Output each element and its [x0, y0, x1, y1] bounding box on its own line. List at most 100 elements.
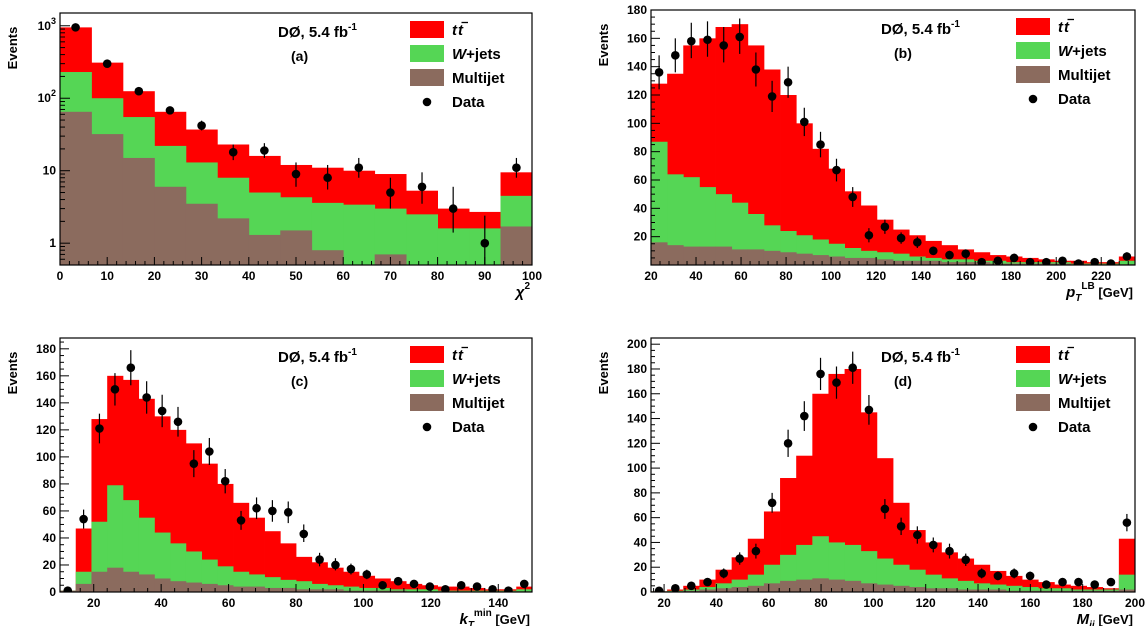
multijet-bar: [763, 250, 781, 265]
data-point: [1106, 577, 1116, 587]
data-point: [79, 514, 88, 524]
data-point: [703, 577, 712, 587]
ttbar-bar: [217, 483, 234, 592]
y-axis-label: Events: [5, 352, 20, 395]
wjets-bar: [516, 589, 532, 592]
y-tick-label: 103: [38, 16, 56, 33]
multijet-bar: [651, 242, 668, 265]
x-tick-label: 160: [956, 269, 976, 283]
legend-marker: [1028, 94, 1038, 104]
y-tick-text: 100: [627, 461, 647, 475]
legend-w-italic: W: [452, 371, 468, 388]
y-tick-exponent: 3: [51, 16, 56, 26]
wjets-bar: [973, 583, 991, 592]
x-tick-label: 20: [87, 596, 101, 610]
ttbar-bar: [763, 69, 781, 265]
y-tick-label: 60: [634, 173, 648, 187]
multijet-bar: [989, 589, 1007, 592]
legend-label: tt: [452, 347, 464, 364]
data-point: [961, 249, 971, 258]
plot-area: [651, 351, 1135, 592]
ttbar-bar: [860, 412, 878, 592]
multijet-bar: [343, 590, 360, 592]
x-tick-label: 120: [916, 596, 936, 610]
panel-label: (d): [894, 373, 912, 389]
legend-label: Multijet: [452, 395, 505, 412]
multijet-bar: [973, 589, 991, 592]
x-tick-label: 60: [734, 269, 748, 283]
data-point: [832, 165, 841, 175]
data-point: [654, 68, 664, 77]
y-tick-label: 180: [627, 362, 647, 376]
experiment-label: DØ, 5.4 fb-1: [278, 347, 357, 366]
data-point: [816, 369, 825, 379]
x-tick-label: 60: [337, 269, 351, 283]
data-point: [848, 363, 858, 373]
x-tick-label: 200: [1125, 596, 1145, 610]
x-tick-label: 70: [384, 269, 398, 283]
legend-t1: t: [1058, 19, 1064, 36]
multijet-bar: [925, 260, 942, 265]
data-point: [315, 555, 324, 564]
multijet-bar: [75, 583, 92, 592]
multijet-bar: [107, 567, 124, 592]
x-tick-label: 40: [689, 269, 703, 283]
x-tick-label: 20: [657, 596, 671, 610]
legend-swatch: [1016, 370, 1050, 387]
x-tick-label: 40: [710, 596, 724, 610]
data-point: [671, 51, 680, 60]
x-axis-superscript: 2: [524, 281, 530, 292]
legend-label: tt: [1058, 347, 1070, 364]
panel-label: (b): [894, 45, 912, 61]
data-point: [205, 447, 214, 456]
wjets-bar: [812, 536, 829, 592]
y-axis-label: Events: [5, 27, 20, 70]
legend-ttbar: tt: [410, 346, 468, 364]
chart-panel-a: 0 10 20 30 40 50 60 70 80 90 100110102103Eventsχ2D…: [5, 12, 542, 301]
x-tick-label: 120: [866, 269, 886, 283]
data-point: [735, 32, 744, 42]
wjets-bar: [699, 187, 716, 265]
y-tick-text: 140: [627, 60, 647, 74]
multijet-bar: [796, 253, 813, 265]
data-point: [126, 363, 136, 373]
data-point: [945, 250, 954, 260]
legend-w-rest: +jets: [1072, 43, 1107, 60]
y-tick-text: 60: [634, 511, 648, 525]
x-axis-subscript: T: [468, 620, 475, 626]
multijet-bar: [715, 246, 733, 265]
legend-wjets: W+jets: [1016, 370, 1107, 388]
y-tick-text: 140: [627, 412, 647, 426]
legend-label: Data: [1058, 91, 1091, 108]
data-point: [1090, 580, 1100, 589]
multijet-bar: [860, 257, 878, 265]
multijet-bar: [233, 586, 250, 592]
multijet-bar: [1005, 263, 1023, 265]
multijet-bar: [122, 571, 140, 592]
y-tick-label: 180: [627, 3, 647, 17]
data-point: [512, 163, 521, 173]
legend-label: Data: [452, 419, 485, 436]
data-point: [378, 580, 387, 590]
data-point: [323, 173, 332, 183]
y-tick-text: 180: [36, 342, 56, 356]
multijet-bar: [248, 234, 281, 265]
multijet-bar: [893, 260, 910, 265]
ttbar-bar: [747, 45, 765, 265]
legend-ttbar: tt: [1016, 346, 1074, 364]
legend-data: Data: [422, 419, 485, 436]
y-tick-label: 100: [36, 450, 56, 464]
multijet-bar: [500, 226, 532, 265]
wjets-bar: [957, 580, 975, 592]
experiment-text: DØ, 5.4 fb: [278, 24, 348, 41]
data-point: [110, 385, 120, 394]
wjets-bar: [406, 589, 423, 592]
ttbar-bar: [390, 581, 407, 592]
y-tick-label: 200: [627, 337, 647, 351]
y-tick-text: 40: [634, 201, 648, 215]
legend-multijet: Multijet: [1016, 66, 1111, 84]
lumi-exponent: -1: [951, 347, 960, 358]
wjets-bar: [651, 141, 668, 265]
x-tick-label: 100: [863, 596, 883, 610]
panel-label: (a): [291, 48, 308, 64]
